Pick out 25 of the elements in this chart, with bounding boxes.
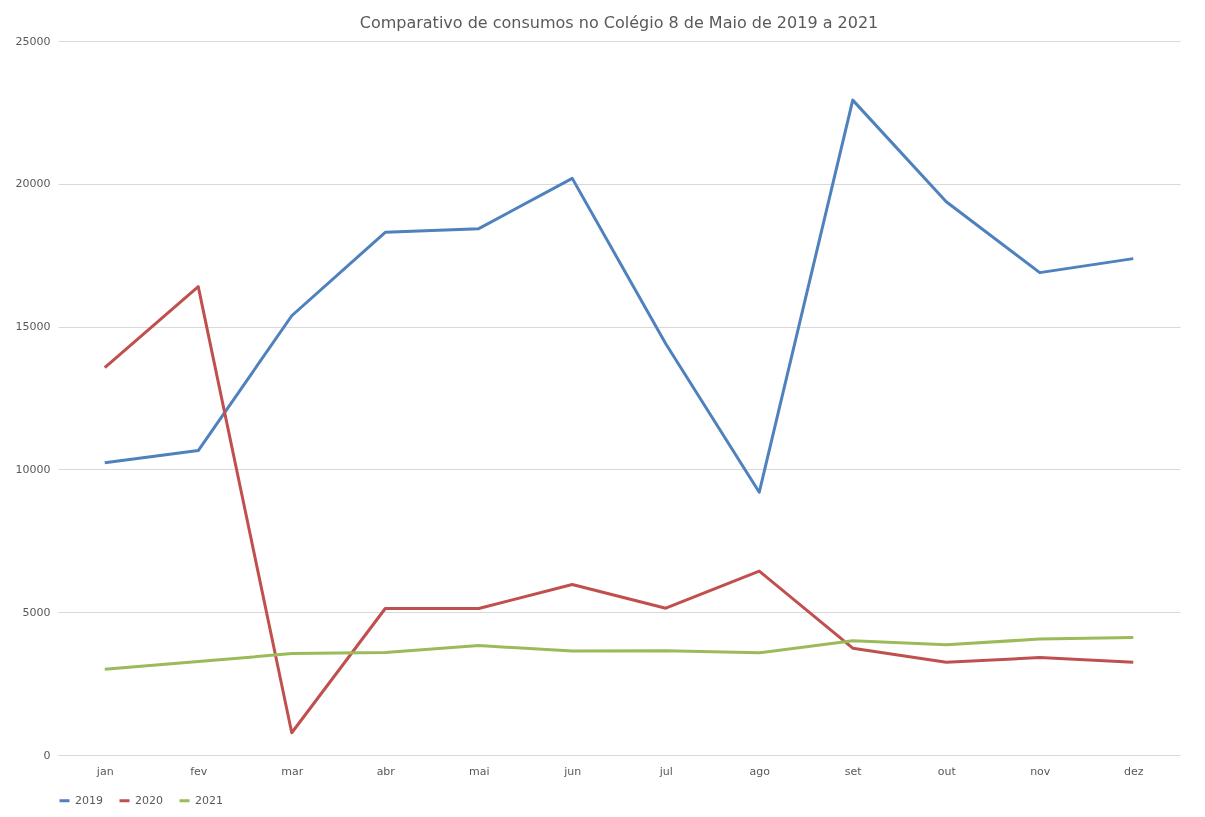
x-tick-label: jun <box>563 764 582 778</box>
line-series <box>103 636 1135 671</box>
x-tick-label: dez <box>1123 764 1144 778</box>
x-tick-label: fev <box>190 764 208 778</box>
x-tick-label: nov <box>1030 764 1051 778</box>
legend-label: 2019 <box>75 793 103 807</box>
legend-label: 2021 <box>195 793 223 807</box>
x-tick-label: mar <box>281 764 304 778</box>
x-tick-label: out <box>937 764 957 778</box>
x-tick-label: abr <box>376 764 396 778</box>
legend-label: 2020 <box>135 793 163 807</box>
x-tick-label: ago <box>749 764 771 778</box>
y-tick-label: 25000 <box>15 34 51 48</box>
line-series <box>103 285 1135 735</box>
x-tick-label: set <box>844 764 863 778</box>
chart-title: Comparativo de consumos no Colégio 8 de Maio de 2019 a 2021 <box>359 13 879 32</box>
y-tick-label: 0 <box>43 748 51 762</box>
y-tick-label: 20000 <box>15 177 51 191</box>
y-tick-label: 5000 <box>22 605 51 619</box>
y-tick-label: 10000 <box>15 462 51 476</box>
x-tick-label: jan <box>95 764 114 778</box>
y-tick-label: 15000 <box>15 320 51 334</box>
x-tick-label: jul <box>658 764 673 778</box>
x-tick-label: mai <box>468 764 490 778</box>
line-series <box>103 98 1135 494</box>
